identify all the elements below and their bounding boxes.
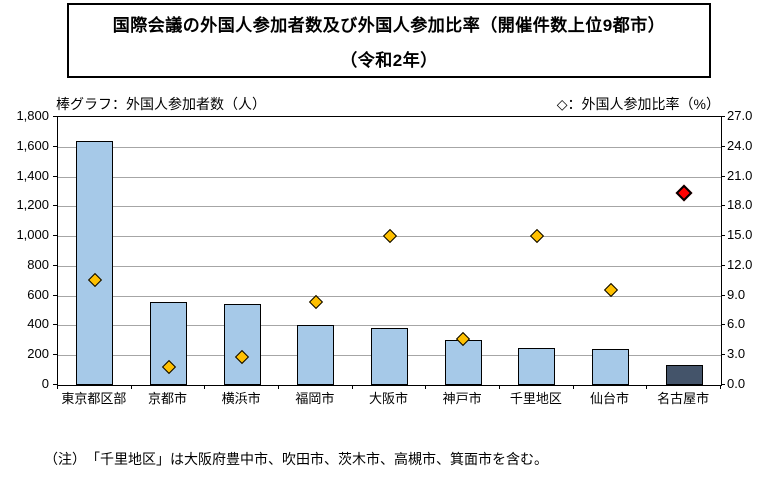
left-axis-header: 棒グラフ：外国人参加者数（人） xyxy=(56,96,266,112)
left-ytick-1200: 1,200 xyxy=(16,197,49,213)
bar-5 xyxy=(444,339,482,385)
category-label-4: 大阪市 xyxy=(368,391,408,406)
x-axis-tickmark xyxy=(278,385,279,389)
right-ytick-3.0: 3.0 xyxy=(727,346,746,362)
category-label-3: 福岡市 xyxy=(295,391,335,406)
left-axis-tickmark xyxy=(53,235,57,237)
x-axis-tickmark xyxy=(572,385,574,389)
left-ytick-600: 600 xyxy=(27,286,49,302)
x-axis-tickmark xyxy=(351,385,353,389)
bar-8 xyxy=(665,364,703,385)
left-ytick-800: 800 xyxy=(27,256,49,272)
gridline-800 xyxy=(58,265,721,267)
right-ytick-18.0: 18.0 xyxy=(727,197,753,213)
x-axis-tickmark xyxy=(204,385,206,389)
bar-6 xyxy=(518,347,556,385)
right-axis-tickmark xyxy=(721,294,725,296)
x-axis-tickmark xyxy=(720,385,721,389)
diamond-marker-8 xyxy=(675,184,693,202)
gridline-400 xyxy=(58,325,721,327)
left-ytick-200: 200 xyxy=(27,346,49,362)
right-ytick-24.0: 24.0 xyxy=(727,137,753,153)
category-label-1: 京都市 xyxy=(147,391,187,406)
left-axis-tickmark xyxy=(53,354,57,356)
left-axis-tickmark xyxy=(53,205,57,207)
right-axis-tickmark xyxy=(721,264,725,266)
right-ytick-9.0: 9.0 xyxy=(727,286,746,302)
bar-1 xyxy=(150,302,187,385)
category-label-0: 東京都区部 xyxy=(61,391,127,406)
left-ytick-1600: 1,600 xyxy=(16,137,49,153)
right-axis-tickmark xyxy=(721,145,725,147)
left-axis-tickmark xyxy=(53,294,57,296)
left-ytick-400: 400 xyxy=(27,316,49,332)
x-axis-tickmark xyxy=(425,385,427,389)
left-ytick-1800: 1,800 xyxy=(16,108,49,123)
left-axis-tickmark xyxy=(53,264,57,266)
right-ytick-6.0: 6.0 xyxy=(727,316,746,332)
diamond-marker-7 xyxy=(603,282,618,297)
right-ytick-12.0: 12.0 xyxy=(727,256,753,272)
bar-7 xyxy=(592,349,629,385)
left-axis-tickmark xyxy=(53,145,57,147)
diamond-marker-6 xyxy=(529,229,544,244)
chart-title-box: 国際会議の外国人参加者数及び外国人参加比率（開催件数上位9都市） （令和2年） xyxy=(67,3,711,78)
bar-2 xyxy=(223,303,261,385)
right-axis-header: ◇：外国人参加比率（%） xyxy=(556,96,720,112)
left-ytick-0: 0 xyxy=(41,376,49,391)
gridline-600 xyxy=(58,295,721,297)
right-ytick-21.0: 21.0 xyxy=(727,167,753,183)
left-axis-tickmark xyxy=(53,384,57,385)
right-axis-tickmark xyxy=(721,235,725,237)
right-axis-tickmark xyxy=(721,205,725,207)
category-label-6: 千里地区 xyxy=(509,391,562,406)
left-ytick-1400: 1,400 xyxy=(16,167,49,183)
left-ytick-1000: 1,000 xyxy=(16,227,49,243)
right-ytick-27.0: 27.0 xyxy=(727,108,753,123)
plot-area xyxy=(57,116,722,386)
category-label-5: 神戸市 xyxy=(442,391,482,406)
diamond-marker-3 xyxy=(308,294,323,309)
bar-3 xyxy=(297,325,335,385)
right-axis-tickmark xyxy=(721,324,725,326)
right-axis-tickmark xyxy=(721,384,725,385)
left-axis-tickmark xyxy=(53,324,57,326)
chart-title-line1: 国際会議の外国人参加者数及び外国人参加比率（開催件数上位9都市） xyxy=(112,15,666,35)
left-axis-tickmark xyxy=(53,116,57,117)
bar-0 xyxy=(76,140,114,385)
bar-4 xyxy=(371,328,408,385)
gridline-1600 xyxy=(58,146,721,148)
x-axis-tickmark xyxy=(130,385,132,389)
x-axis-tickmark xyxy=(646,385,648,389)
footnote: （注） 「千里地区」は大阪府豊中市、吹田市、茨木市、高槻市、箕面市を含む。 xyxy=(44,451,548,467)
right-axis-tickmark xyxy=(721,354,725,356)
category-label-2: 横浜市 xyxy=(221,391,261,406)
left-axis-tickmark xyxy=(53,175,57,177)
gridline-1200 xyxy=(58,206,721,208)
right-axis-tickmark xyxy=(721,116,725,117)
right-ytick-0.0: 0.0 xyxy=(727,376,746,391)
x-axis-tickmark xyxy=(57,385,58,389)
diamond-marker-4 xyxy=(382,229,397,244)
right-ytick-15.0: 15.0 xyxy=(727,227,753,243)
gridline-1400 xyxy=(58,176,721,178)
right-axis-tickmark xyxy=(721,175,725,177)
chart-title-line2: （令和2年） xyxy=(340,50,438,70)
category-label-8: 名古屋市 xyxy=(657,391,710,406)
category-label-7: 仙台市 xyxy=(589,391,629,406)
x-axis-tickmark xyxy=(499,385,500,389)
